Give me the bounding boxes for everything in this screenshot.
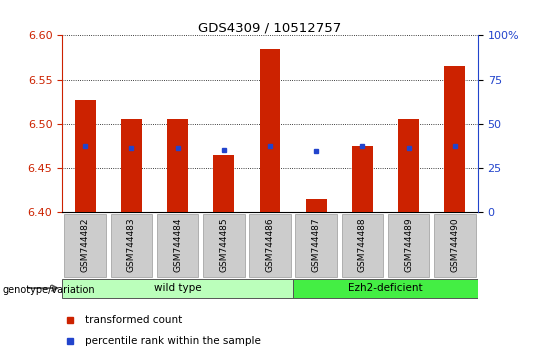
Text: GSM744485: GSM744485 [219,218,228,273]
Text: genotype/variation: genotype/variation [3,285,96,295]
FancyBboxPatch shape [203,214,245,276]
Bar [167,119,188,212]
Text: transformed count: transformed count [85,315,182,325]
Bar [121,119,142,212]
Text: GSM744484: GSM744484 [173,218,182,272]
Text: Ezh2-deficient: Ezh2-deficient [348,283,423,293]
Bar [398,119,419,212]
Bar [444,66,465,212]
Bar [75,100,96,212]
Bar [306,199,327,212]
Text: percentile rank within the sample: percentile rank within the sample [85,336,261,346]
Text: GSM744489: GSM744489 [404,218,413,273]
Text: GSM744487: GSM744487 [312,218,321,273]
Text: GSM744490: GSM744490 [450,218,460,273]
FancyBboxPatch shape [295,214,337,276]
Text: GSM744482: GSM744482 [80,218,90,272]
Text: GSM744486: GSM744486 [266,218,274,273]
Bar [260,48,280,212]
FancyBboxPatch shape [64,214,106,276]
FancyBboxPatch shape [342,214,383,276]
FancyBboxPatch shape [111,214,152,276]
FancyBboxPatch shape [62,279,293,298]
FancyBboxPatch shape [388,214,429,276]
Text: GSM744488: GSM744488 [358,218,367,273]
Bar [213,155,234,212]
Bar [352,146,373,212]
FancyBboxPatch shape [249,214,291,276]
Text: wild type: wild type [154,283,201,293]
Text: GSM744483: GSM744483 [127,218,136,273]
FancyBboxPatch shape [434,214,476,276]
Title: GDS4309 / 10512757: GDS4309 / 10512757 [198,21,342,34]
FancyBboxPatch shape [293,279,478,298]
FancyBboxPatch shape [157,214,198,276]
